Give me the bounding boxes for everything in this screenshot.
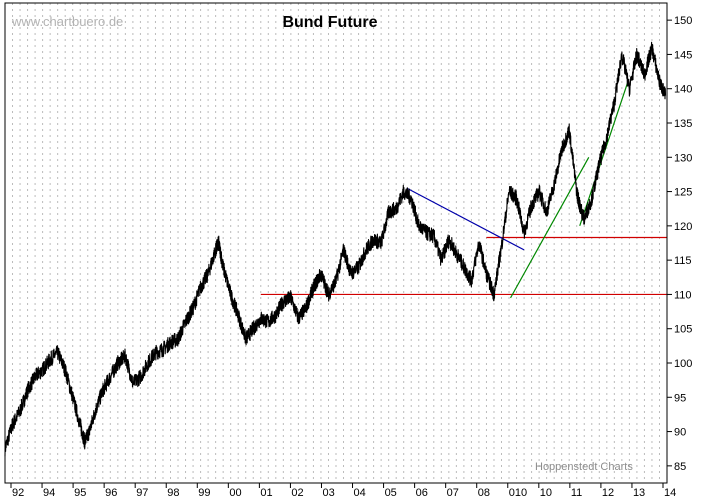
x-tick-label: 02 (291, 487, 303, 499)
credit-label: Hoppenstedt Charts (535, 461, 633, 473)
y-tick-label: 95 (674, 392, 686, 404)
x-tick-label: 13 (633, 487, 645, 499)
x-tick-label: 06 (416, 487, 428, 499)
x-tick-label: 05 (385, 487, 397, 499)
x-tick-label: 04 (354, 487, 366, 499)
y-tick-label: 90 (674, 427, 686, 439)
y-tick-label: 135 (674, 118, 692, 130)
y-tick-label: 105 (674, 324, 692, 336)
series-group (4, 41, 667, 457)
x-tick-label: 99 (198, 487, 210, 499)
x-tick-label: 010 (509, 487, 527, 499)
x-tick-label: 92 (12, 487, 24, 499)
x-tick-label: 07 (447, 487, 459, 499)
y-tick-label: 140 (674, 84, 692, 96)
y-tick-label: 150 (674, 15, 692, 27)
x-tick-label: 11 (571, 487, 582, 499)
y-tick-label: 100 (674, 358, 692, 370)
x-tick-label: 94 (43, 487, 55, 499)
y-tick-label: 110 (674, 289, 692, 301)
y-tick-label: 145 (674, 49, 692, 61)
axes: 92 94 95 96 97 98 99 00 01 02 03 04 05 06 07 08 010 10 11 1… (4, 2, 692, 499)
x-tick-label: 08 (478, 487, 490, 499)
y-tick-label: 115 (674, 255, 692, 267)
x-tick-label: 14 (664, 487, 676, 499)
y-tick-label: 125 (674, 187, 692, 199)
y-tick-label: 130 (674, 152, 692, 164)
x-tick-label: 95 (74, 487, 86, 499)
y-tick-label: 85 (674, 461, 686, 473)
x-tick-label: 98 (167, 487, 179, 499)
x-tick-label: 96 (105, 487, 117, 499)
chart-title: Bund Future (282, 14, 377, 31)
x-tick-label: 01 (260, 487, 272, 499)
x-tick-label: 10 (540, 487, 552, 499)
downtrend-line (406, 187, 525, 251)
plot-frame (4, 2, 668, 484)
x-tick-label: 03 (322, 487, 334, 499)
x-tick-label: 00 (229, 487, 241, 499)
y-tick-label: 120 (674, 221, 692, 233)
x-tick-label: 12 (602, 487, 614, 499)
x-tick-label: 97 (136, 487, 148, 499)
price-line (4, 41, 667, 457)
watermark: www.chartbuero.de (11, 14, 123, 29)
